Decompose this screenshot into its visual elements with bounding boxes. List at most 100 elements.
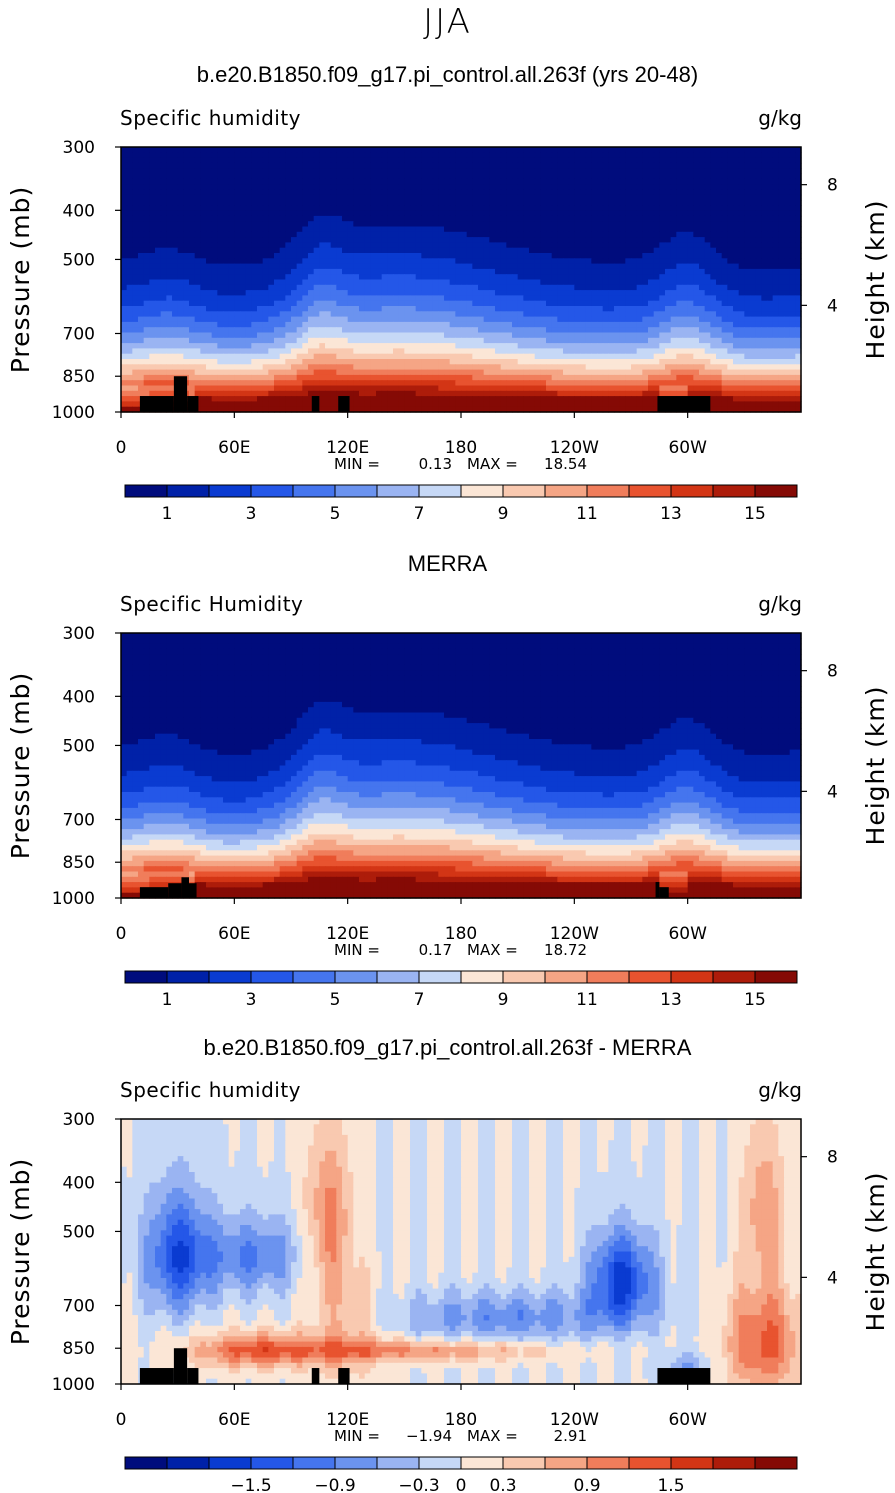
field-cell — [172, 253, 179, 259]
field-cell — [183, 221, 190, 228]
field-cell — [557, 353, 564, 360]
field-cell — [211, 194, 218, 201]
field-cell — [313, 353, 320, 360]
field-cell — [421, 189, 428, 196]
field-cell — [767, 359, 774, 365]
field-cell — [676, 274, 683, 281]
field-cell — [693, 263, 700, 270]
field-cell — [121, 189, 128, 196]
field-cell — [563, 316, 570, 323]
field-cell — [761, 237, 768, 243]
field-cell — [138, 279, 145, 286]
field-cell — [455, 321, 462, 328]
field-cell — [291, 343, 298, 349]
field-cell — [653, 295, 660, 302]
field-cell — [138, 168, 145, 175]
field-cell — [432, 242, 439, 249]
field-cell — [659, 200, 666, 206]
field-cell — [699, 353, 706, 360]
field-cell — [636, 274, 643, 281]
field-cell — [143, 215, 150, 222]
field-cell — [517, 184, 524, 190]
field-cell — [529, 247, 536, 254]
field-cell — [189, 306, 196, 312]
field-cell — [563, 200, 570, 206]
field-cell — [404, 157, 411, 164]
field-cell — [330, 364, 337, 371]
field-cell — [693, 327, 700, 334]
field-cell — [160, 359, 167, 365]
field-cell — [342, 263, 349, 270]
field-cell — [342, 226, 349, 233]
field-cell — [217, 268, 224, 275]
field-cell — [342, 258, 349, 265]
field-cell — [387, 332, 394, 339]
field-cell — [602, 284, 609, 291]
field-cell — [580, 189, 587, 196]
field-cell — [489, 231, 496, 238]
field-cell — [319, 290, 326, 296]
field-cell — [138, 316, 145, 323]
field-cell — [523, 263, 530, 270]
field-cell — [529, 242, 536, 249]
field-cell — [166, 321, 173, 328]
field-cell — [687, 258, 694, 265]
field-cell — [279, 311, 286, 318]
field-cell — [619, 284, 626, 291]
field-cell — [251, 237, 258, 243]
field-cell — [574, 194, 581, 201]
field-cell — [563, 337, 570, 344]
field-cell — [421, 284, 428, 291]
field-cell — [415, 184, 422, 190]
field-cell — [319, 300, 326, 307]
field-cell — [733, 300, 740, 307]
field-cell — [313, 226, 320, 233]
field-cell — [755, 231, 762, 238]
field-cell — [308, 231, 315, 238]
field-cell — [138, 178, 145, 185]
field-cell — [376, 343, 383, 349]
field-cell — [432, 274, 439, 281]
field-cell — [211, 189, 218, 196]
field-cell — [665, 343, 672, 349]
field-cell — [738, 168, 745, 175]
field-cell — [574, 152, 581, 159]
field-cell — [676, 311, 683, 318]
field-cell — [557, 237, 564, 243]
field-cell — [551, 263, 558, 270]
field-cell — [778, 205, 785, 212]
field-cell — [778, 242, 785, 249]
field-cell — [670, 263, 677, 270]
field-cell — [710, 311, 717, 318]
field-cell — [126, 327, 133, 334]
field-cell — [472, 194, 479, 201]
field-cell — [359, 205, 366, 212]
field-cell — [291, 221, 298, 228]
field-cell — [449, 279, 456, 286]
field-cell — [466, 147, 473, 153]
field-cell — [585, 311, 592, 318]
field-cell — [597, 321, 604, 328]
field-cell — [585, 300, 592, 307]
field-cell — [727, 247, 734, 254]
field-cell — [166, 178, 173, 185]
field-cell — [240, 353, 247, 360]
field-cell — [274, 343, 281, 349]
field-cell — [359, 147, 366, 153]
field-cell — [143, 157, 150, 164]
field-cell — [767, 210, 774, 217]
field-cell — [206, 221, 213, 228]
field-cell — [591, 152, 598, 159]
field-cell — [591, 316, 598, 323]
field-cell — [291, 147, 298, 153]
field-cell — [761, 284, 768, 291]
field-cell — [546, 200, 553, 206]
field-cell — [132, 162, 139, 169]
field-cell — [257, 194, 264, 201]
field-cell — [245, 364, 252, 371]
field-cell — [580, 210, 587, 217]
field-cell — [257, 147, 264, 153]
field-cell — [795, 162, 802, 169]
field-cell — [631, 321, 638, 328]
field-cell — [251, 184, 258, 190]
